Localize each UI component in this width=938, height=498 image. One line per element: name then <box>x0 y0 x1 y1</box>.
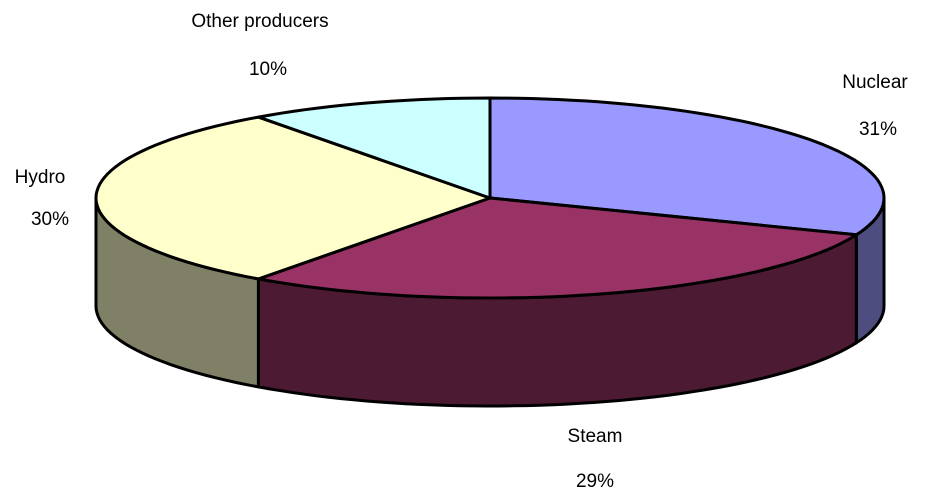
pie-slice <box>256 196 858 300</box>
value-label: 29% <box>576 471 614 492</box>
category-label: Other producers <box>191 11 328 32</box>
pie-slice <box>488 96 886 237</box>
category-label: Nuclear <box>842 72 908 93</box>
category-label: Steam <box>568 426 623 447</box>
value-label: 10% <box>249 59 287 80</box>
value-label: 30% <box>31 209 69 230</box>
pie-slice <box>256 96 492 200</box>
category-label: Hydro <box>15 167 66 188</box>
pie-slice <box>94 115 492 281</box>
value-label: 31% <box>859 119 897 140</box>
